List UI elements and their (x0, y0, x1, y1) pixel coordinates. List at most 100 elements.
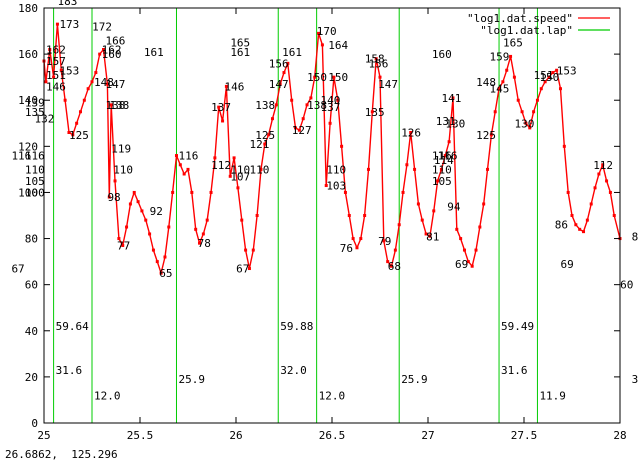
lap-annotation: 12.0 (94, 389, 121, 402)
point-label: 110 (113, 163, 133, 176)
point-label: 105 (25, 175, 45, 188)
speed-point (274, 103, 278, 107)
speed-point (547, 75, 551, 79)
point-label: 116 (11, 150, 31, 163)
speed-point (305, 103, 309, 107)
speed-point (44, 80, 48, 84)
speed-point (428, 234, 432, 238)
speed-point (286, 61, 290, 65)
speed-point (397, 223, 401, 227)
point-label: 112 (211, 159, 231, 172)
speed-point (209, 190, 213, 194)
point-label: 67 (236, 263, 249, 276)
speed-point (194, 227, 198, 231)
speed-point (82, 98, 86, 102)
speed-point (247, 267, 251, 271)
speed-point (574, 223, 578, 227)
y-tick-label: 0 (31, 417, 38, 430)
lap-annotation: 31.6 (501, 364, 528, 377)
point-label: 150 (539, 71, 559, 84)
point-label: 156 (369, 57, 389, 70)
speed-point (178, 163, 182, 167)
point-label: 110 (25, 163, 45, 176)
speed-point (597, 172, 601, 176)
point-label: 141 (442, 92, 462, 105)
speed-point (509, 54, 513, 58)
speed-point (198, 241, 202, 245)
speed-point (113, 179, 117, 183)
speed-point (94, 71, 98, 75)
speed-point (562, 144, 566, 148)
x-tick-label: 27 (421, 429, 434, 442)
speed-point (105, 82, 109, 86)
speed-point (236, 186, 240, 190)
speed-point (482, 202, 486, 206)
speed-point (297, 128, 301, 132)
lap-annotation: 59.88 (280, 320, 313, 333)
speed-point (71, 133, 75, 137)
speed-point (132, 190, 136, 194)
legend-label: "log1.dat.lap" (480, 24, 573, 37)
x-tick-label: 27.5 (511, 429, 538, 442)
speed-point (267, 133, 271, 137)
speed-point (478, 225, 482, 229)
speed-point (578, 227, 582, 231)
axes: 0 20 40 60 80 100 120 140 160 180 25 25.5 26 26.5 27 27… (18, 2, 627, 442)
speed-point (486, 167, 490, 171)
speed-point (213, 156, 217, 160)
speed-point (186, 167, 190, 171)
point-label: 151 (46, 69, 66, 82)
speed-point (474, 248, 478, 252)
speed-point (174, 154, 178, 158)
speed-point (501, 80, 505, 84)
speed-point (301, 117, 305, 121)
point-label: 173 (59, 18, 79, 31)
y-tick-label: 60 (25, 279, 38, 292)
speed-point (78, 110, 82, 114)
speed-point (489, 133, 493, 137)
point-label: 164 (328, 39, 348, 52)
point-label: 65 (159, 267, 172, 280)
point-label: 138 (109, 99, 129, 112)
speed-point (221, 119, 225, 123)
point-label: 138 (255, 99, 275, 112)
point-label: 170 (317, 25, 337, 38)
point-label: 92 (150, 205, 163, 218)
speed-point (290, 98, 294, 102)
speed-point (497, 87, 501, 91)
speed-point (378, 75, 382, 79)
point-label: 116 (25, 150, 45, 163)
speed-series (42, 22, 622, 275)
speed-point (516, 98, 520, 102)
point-label: 148 (476, 76, 496, 89)
speed-point (251, 248, 255, 252)
point-label: 146 (46, 80, 66, 93)
point-label: 153 (59, 64, 79, 77)
point-label: 172 (92, 20, 112, 33)
speed-point (317, 31, 321, 35)
point-label: 130 (514, 117, 534, 130)
point-label: 81 (426, 230, 439, 243)
point-labels: 1831731621571531511461391351321251161161… (11, 0, 638, 386)
lap-annotation: 25.9 (401, 373, 428, 386)
point-label: 110 (230, 163, 250, 176)
speed-point (416, 202, 420, 206)
point-label: 112 (593, 159, 613, 172)
point-label: 127 (292, 124, 312, 137)
speed-point (90, 80, 94, 84)
point-label: 162 (102, 44, 122, 57)
point-label: 145 (490, 83, 510, 96)
speed-point (462, 248, 466, 252)
point-label: 94 (447, 200, 461, 213)
x-tick-label: 25 (37, 429, 50, 442)
speed-point (413, 167, 417, 171)
speed-point (148, 232, 152, 236)
speed-point (313, 75, 317, 79)
speed-point (436, 179, 440, 183)
speed-point (374, 57, 378, 61)
y-tick-label: 40 (25, 325, 38, 338)
speed-point (59, 68, 63, 72)
point-label: 162 (46, 44, 66, 57)
speed-point (582, 230, 586, 234)
point-label: 166 (106, 34, 126, 47)
